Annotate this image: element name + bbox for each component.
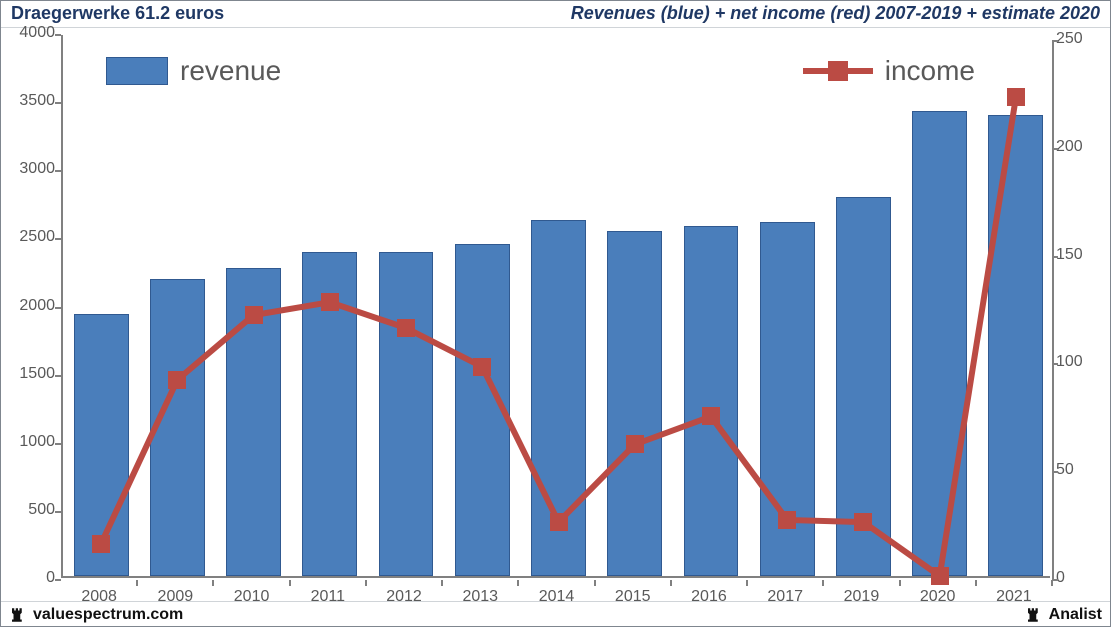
x-tick-mark	[441, 580, 443, 586]
y-left-tick-label: 2500	[11, 228, 55, 246]
income-marker	[702, 407, 720, 425]
y-left-tick-mark	[55, 170, 61, 172]
chart-title-left: Draegerwerke 61.2 euros	[11, 3, 224, 24]
y-left-tick-mark	[55, 443, 61, 445]
x-tick-label: 2008	[81, 588, 117, 606]
y-left-tick-mark	[55, 375, 61, 377]
x-tick-label: 2021	[996, 588, 1032, 606]
x-tick-label: 2012	[386, 588, 422, 606]
x-tick-mark	[899, 580, 901, 586]
chart-container: Draegerwerke 61.2 euros Revenues (blue) …	[0, 0, 1111, 627]
revenue-bar	[988, 115, 1043, 576]
y-left-tick-mark	[55, 579, 61, 581]
y-right-tick-mark	[1052, 256, 1058, 258]
y-left-tick-mark	[55, 238, 61, 240]
x-tick-label: 2013	[462, 588, 498, 606]
chart-header: Draegerwerke 61.2 euros Revenues (blue) …	[1, 1, 1110, 28]
x-tick-mark	[289, 580, 291, 586]
footer-brand: Analist	[1025, 606, 1102, 624]
y-left-tick-label: 4000	[11, 24, 55, 42]
chart-title-right: Revenues (blue) + net income (red) 2007-…	[571, 3, 1100, 24]
y-left-tick-mark	[55, 34, 61, 36]
income-marker	[92, 535, 110, 553]
legend-income-label: income	[885, 55, 975, 87]
rook-icon	[9, 606, 27, 624]
x-tick-label: 2019	[844, 588, 880, 606]
y-right-tick-label: 50	[1056, 461, 1100, 479]
revenue-bar	[150, 279, 205, 576]
legend-income: income	[803, 55, 975, 87]
income-marker	[245, 306, 263, 324]
footer-source-text: valuespectrum.com	[33, 606, 183, 624]
x-tick-mark	[136, 580, 138, 586]
legend-revenue-label: revenue	[180, 55, 281, 87]
income-marker	[550, 513, 568, 531]
legend-revenue-swatch	[106, 57, 168, 85]
y-left-tick-label: 1500	[11, 365, 55, 383]
footer-brand-text: Analist	[1049, 606, 1102, 624]
revenue-bar	[455, 244, 510, 576]
x-tick-mark	[1051, 580, 1053, 586]
y-right-tick-mark	[1052, 148, 1058, 150]
income-marker	[473, 358, 491, 376]
x-tick-mark	[212, 580, 214, 586]
legend-revenue: revenue	[106, 55, 281, 87]
y-left-tick-label: 3000	[11, 160, 55, 178]
x-tick-mark	[822, 580, 824, 586]
y-right-tick-mark	[1052, 363, 1058, 365]
y-left-tick-mark	[55, 511, 61, 513]
x-tick-mark	[670, 580, 672, 586]
income-marker	[168, 371, 186, 389]
revenue-bar	[912, 111, 967, 576]
revenue-bar	[607, 231, 662, 576]
axis-right	[1052, 41, 1054, 580]
rook-icon	[1025, 606, 1043, 624]
legend-income-swatch	[803, 58, 873, 84]
y-right-tick-label: 0	[1056, 569, 1100, 587]
income-marker	[321, 293, 339, 311]
revenue-bar	[684, 226, 739, 576]
income-marker	[778, 511, 796, 529]
x-tick-label: 2020	[920, 588, 956, 606]
income-marker	[931, 567, 949, 585]
y-left-tick-label: 2000	[11, 297, 55, 315]
y-right-tick-mark	[1052, 40, 1058, 42]
y-right-tick-mark	[1052, 471, 1058, 473]
y-left-tick-label: 3500	[11, 92, 55, 110]
y-left-tick-mark	[55, 102, 61, 104]
y-left-tick-mark	[55, 307, 61, 309]
y-left-tick-label: 1000	[11, 433, 55, 451]
plot-area	[61, 35, 1050, 578]
y-left-tick-label: 0	[11, 569, 55, 587]
income-marker	[397, 319, 415, 337]
x-tick-label: 2014	[539, 588, 575, 606]
x-tick-mark	[594, 580, 596, 586]
x-tick-label: 2017	[767, 588, 803, 606]
income-marker	[1007, 88, 1025, 106]
revenue-bar	[379, 252, 434, 576]
x-tick-mark	[365, 580, 367, 586]
y-right-tick-label: 150	[1056, 246, 1100, 264]
income-marker	[854, 513, 872, 531]
x-tick-mark	[746, 580, 748, 586]
x-tick-label: 2009	[158, 588, 194, 606]
y-right-tick-label: 200	[1056, 138, 1100, 156]
footer-source: valuespectrum.com	[9, 606, 183, 624]
x-tick-mark	[517, 580, 519, 586]
x-tick-label: 2011	[311, 588, 345, 606]
y-right-tick-label: 100	[1056, 353, 1100, 371]
x-tick-label: 2010	[234, 588, 270, 606]
y-right-tick-label: 250	[1056, 30, 1100, 48]
x-tick-label: 2016	[691, 588, 727, 606]
x-tick-mark	[975, 580, 977, 586]
income-marker	[626, 435, 644, 453]
x-tick-label: 2015	[615, 588, 651, 606]
y-left-tick-label: 500	[11, 501, 55, 519]
